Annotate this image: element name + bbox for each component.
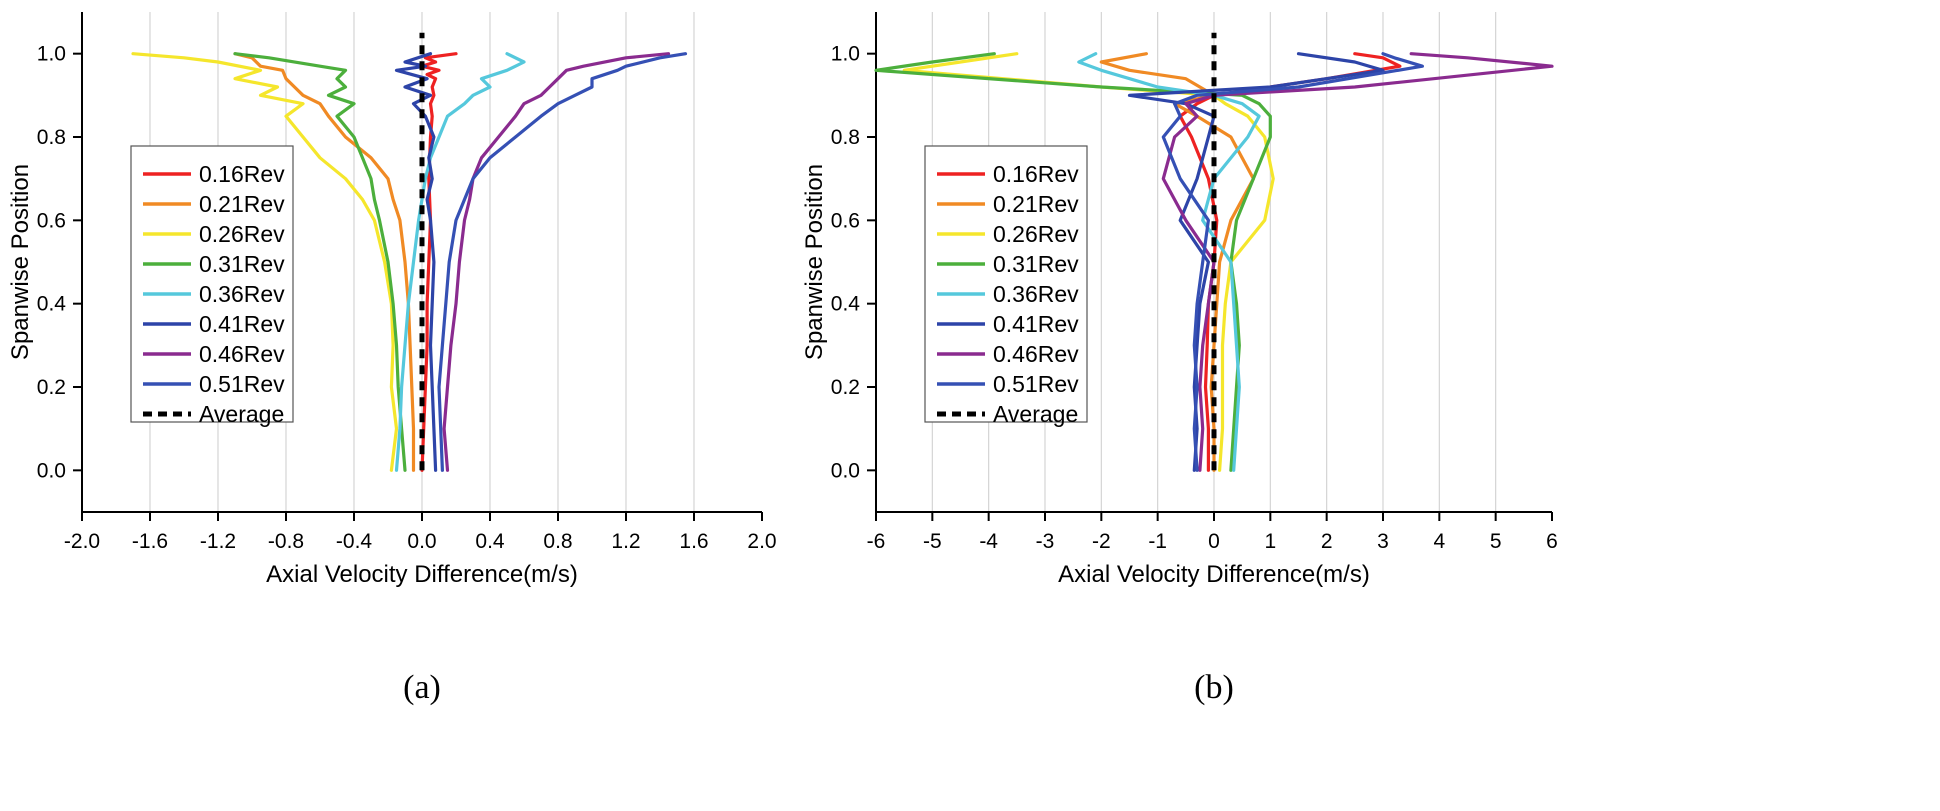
x-tick-label: 1.2	[611, 530, 640, 553]
legend-label: 0.26Rev	[993, 221, 1079, 247]
x-tick-label: 6	[1546, 530, 1558, 553]
y-tick-label: 0.8	[831, 126, 860, 149]
series-line-0-36rev	[1077, 52, 1261, 472]
x-tick-label: -1.6	[132, 530, 168, 553]
series-line-0-41rev	[1127, 52, 1385, 472]
x-tick-label: -6	[867, 530, 886, 553]
legend: 0.16Rev 0.21Rev 0.26Rev 0.31Rev 0.36Rev 0.41R…	[130, 145, 294, 427]
y-tick-label: 0.0	[37, 459, 66, 482]
legend-label: 0.31Rev	[993, 251, 1079, 277]
legend-label: 0.36Rev	[993, 281, 1079, 307]
legend-label: 0.41Rev	[199, 311, 285, 337]
x-tick-label: -0.4	[336, 530, 373, 553]
x-tick-label: 0.0	[407, 530, 436, 553]
x-tick-label: 0	[1208, 530, 1220, 553]
x-tick-label: 3	[1377, 530, 1389, 553]
legend-label: 0.41Rev	[993, 311, 1079, 337]
x-tick-label: -0.8	[268, 530, 304, 553]
y-tick-label: 0.6	[37, 209, 66, 232]
series-line-0-51rev	[437, 52, 688, 472]
panel-caption: (a)	[403, 669, 441, 706]
legend: 0.16Rev 0.21Rev 0.26Rev 0.31Rev 0.36Rev 0.41R…	[924, 145, 1088, 427]
x-tick-label: 2.0	[747, 530, 776, 553]
y-axis-title: Spanwise Position	[7, 164, 34, 360]
y-axis-title: Spanwise Position	[801, 164, 828, 360]
series-line-0-41rev	[394, 52, 438, 472]
legend-label: 0.46Rev	[199, 341, 285, 367]
y-tick-label: 0.0	[831, 459, 860, 482]
legend-label: 0.16Rev	[993, 161, 1079, 187]
legend-label: 0.21Rev	[199, 191, 285, 217]
x-axis-title: Axial Velocity Difference(m/s)	[266, 561, 578, 588]
legend-label: 0.26Rev	[199, 221, 285, 247]
series-line-0-26rev	[131, 52, 399, 472]
x-tick-label: -1.2	[200, 530, 236, 553]
series-line-0-31rev	[233, 52, 407, 472]
legend-label: 0.16Rev	[199, 161, 285, 187]
legend-label: 0.36Rev	[199, 281, 285, 307]
panel-caption: (b)	[1194, 669, 1234, 706]
legend-label: Average	[993, 401, 1078, 427]
legend-box	[130, 145, 294, 423]
x-tick-label: 1.6	[679, 530, 708, 553]
y-tick-label: 0.2	[831, 376, 860, 399]
y-tick-label: 0.4	[37, 293, 67, 316]
x-tick-label: 4	[1433, 530, 1445, 553]
x-tick-label: -4	[979, 530, 998, 553]
x-tick-label: -5	[923, 530, 942, 553]
x-tick-label: -1	[1148, 530, 1167, 553]
x-axis-title: Axial Velocity Difference(m/s)	[1058, 561, 1370, 588]
series-line-0-46rev	[1161, 52, 1554, 472]
x-tick-label: 1	[1264, 530, 1276, 553]
x-tick-label: 5	[1490, 530, 1502, 553]
y-tick-label: 1.0	[37, 43, 66, 66]
legend-label: 0.31Rev	[199, 251, 285, 277]
x-tick-label: -2	[1092, 530, 1111, 553]
x-tick-label: -3	[1036, 530, 1055, 553]
legend-label: 0.21Rev	[993, 191, 1079, 217]
legend-label: 0.51Rev	[993, 371, 1079, 397]
series-line-0-36rev	[394, 52, 526, 472]
legend-label: 0.46Rev	[993, 341, 1079, 367]
x-tick-label: 2	[1321, 530, 1333, 553]
chart-panel-a: -2.0 -1.6 -1.2 -0.8 -0.4 0.0 0.4 0.8 1.2 1.6 2.0 0.…	[7, 12, 777, 706]
legend-label: 0.51Rev	[199, 371, 285, 397]
legend-label: Average	[199, 401, 284, 427]
x-tick-label: 0.8	[543, 530, 572, 553]
chart-panel-b: -6 -5 -4 -3 -2 -1 0 1 2 3 4 5 6 0.0 0.2 0.4 0.6 0.8 1.0 Axi…	[801, 12, 1558, 706]
x-tick-label: 0.4	[475, 530, 505, 553]
y-tick-label: 0.4	[831, 293, 861, 316]
y-tick-label: 1.0	[831, 43, 860, 66]
x-tick-label: -2.0	[64, 530, 100, 553]
y-tick-label: 0.2	[37, 376, 66, 399]
series-line-0-46rev	[442, 52, 671, 472]
series-line-0-51rev	[1161, 52, 1425, 472]
y-tick-label: 0.8	[37, 126, 66, 149]
y-tick-label: 0.6	[831, 209, 860, 232]
legend-box	[924, 145, 1088, 423]
